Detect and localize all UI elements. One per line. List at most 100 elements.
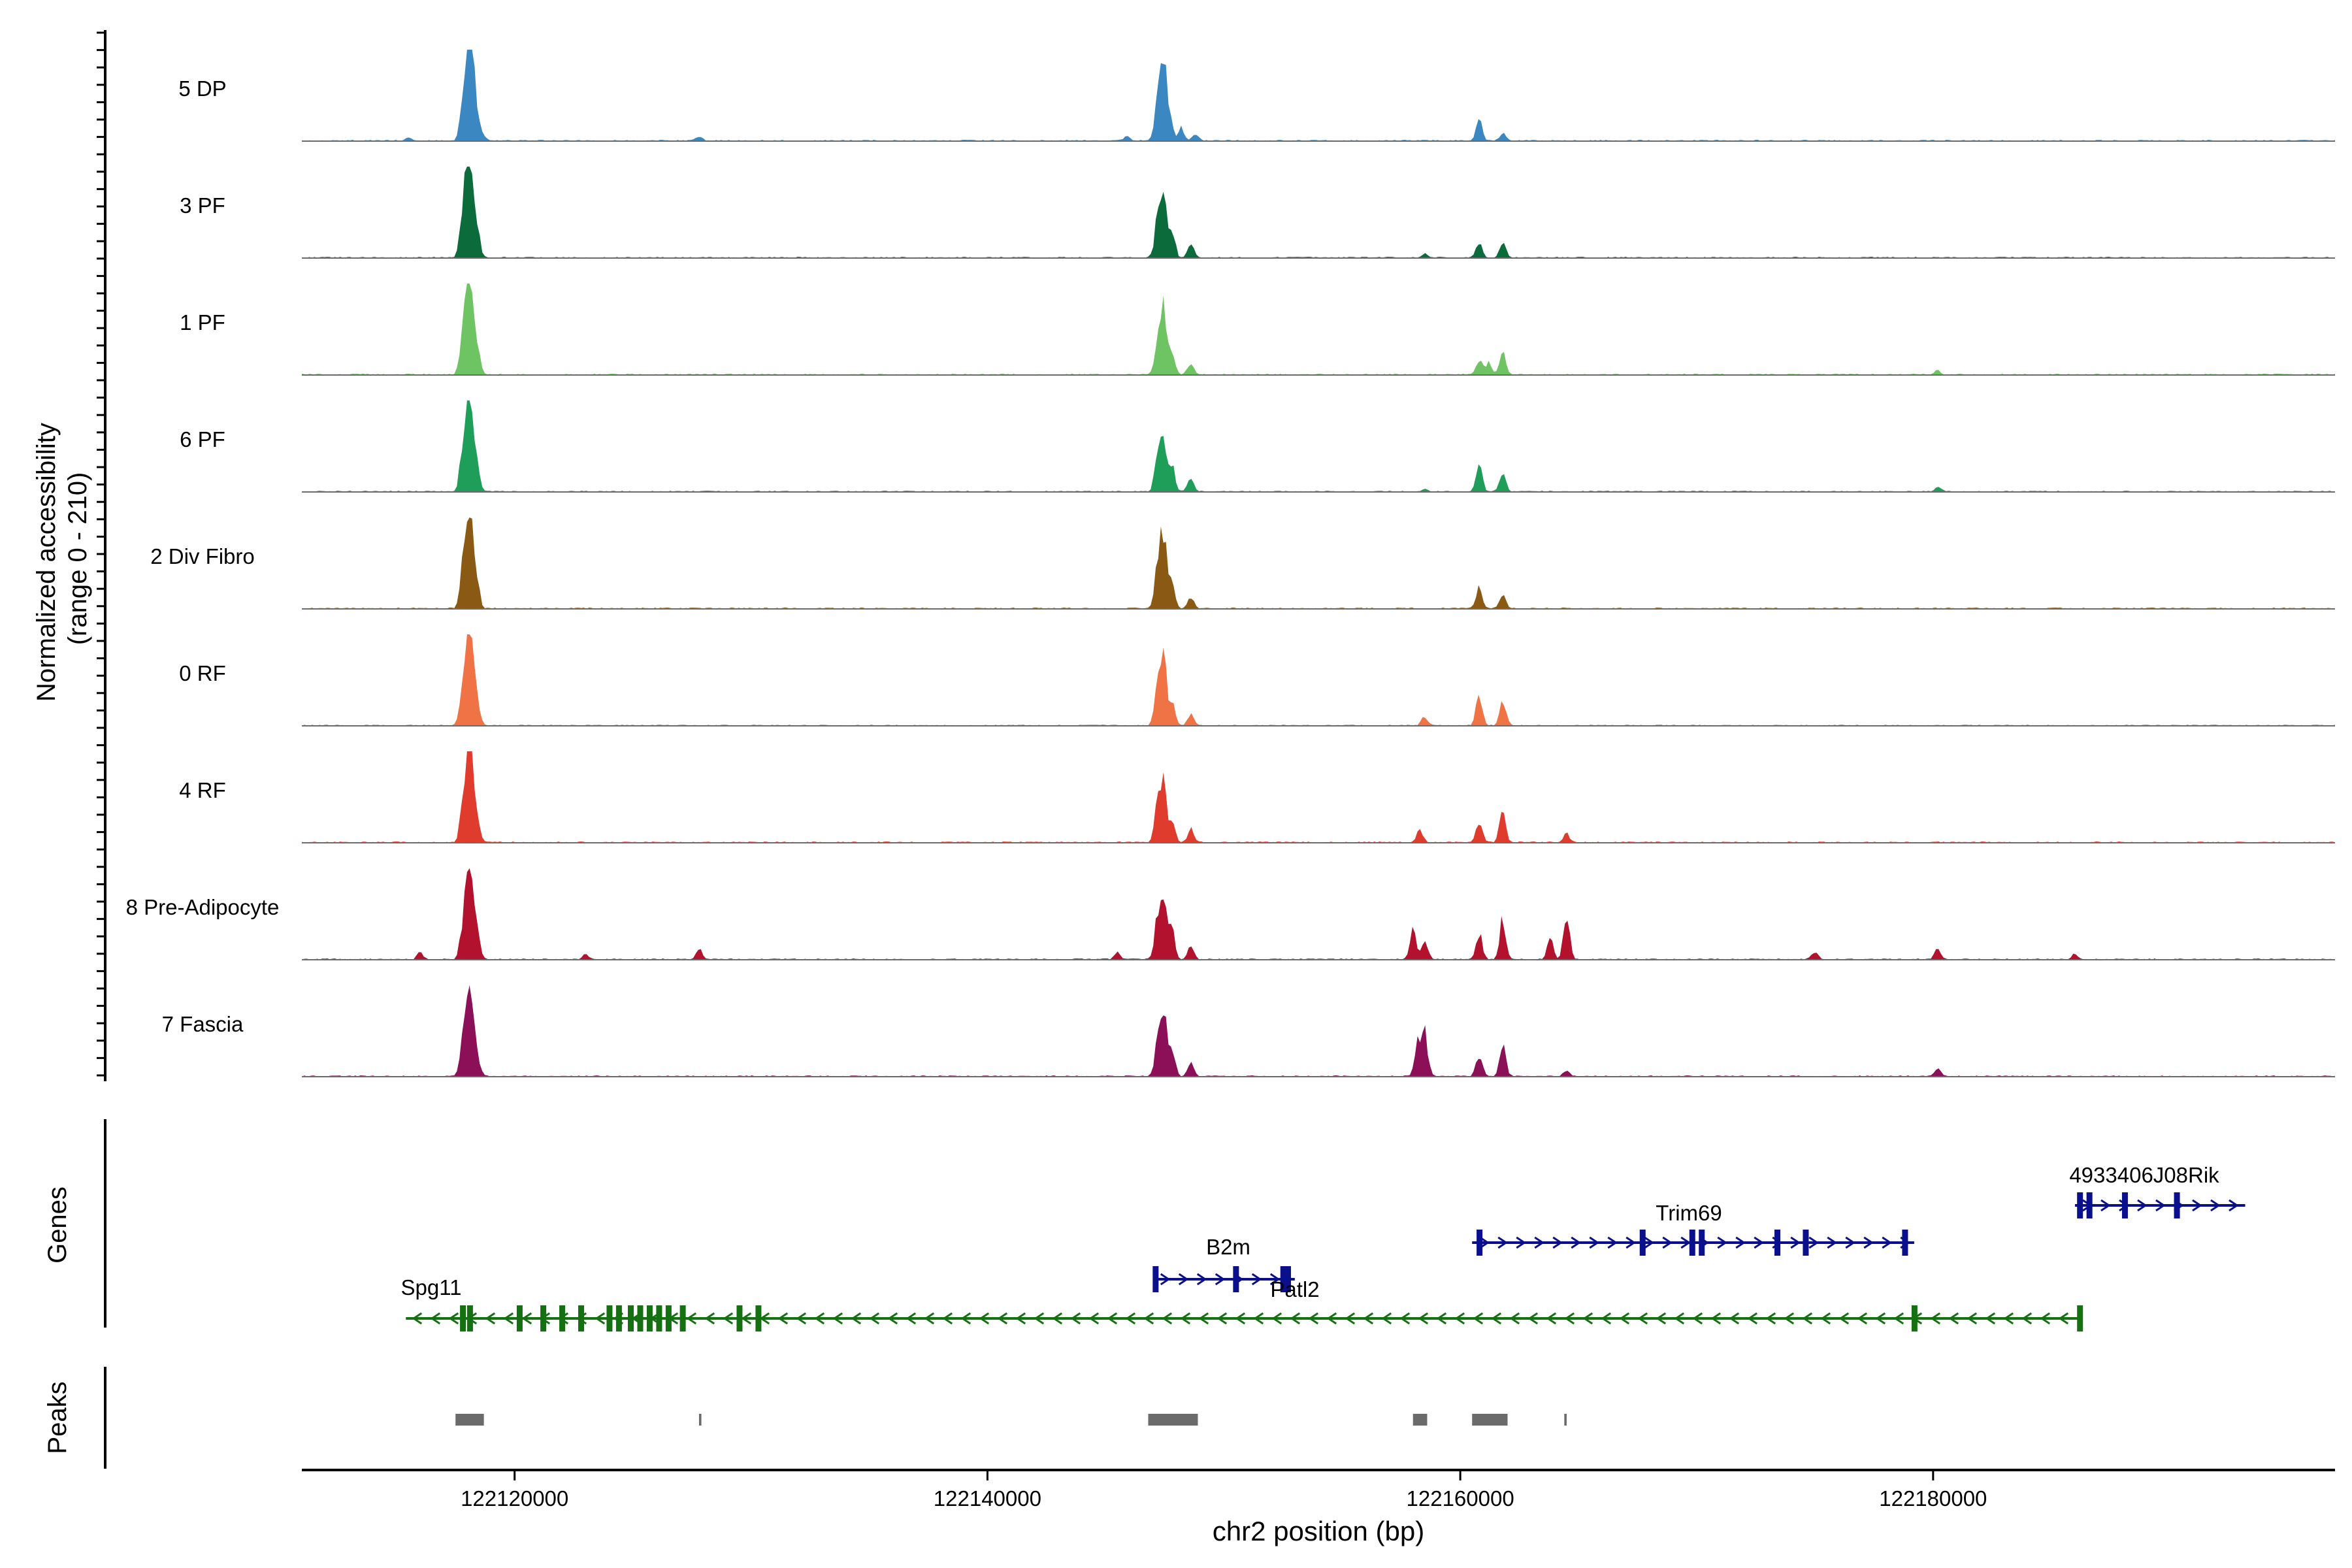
strand-chevron — [1571, 1236, 1581, 1249]
gene-label: Patl2 — [1270, 1277, 1319, 1301]
exon — [1639, 1230, 1646, 1256]
strand-chevron — [1160, 1273, 1171, 1286]
strand-chevron — [1857, 1312, 1868, 1325]
exon — [615, 1305, 622, 1331]
strand-chevron — [1875, 1312, 1886, 1325]
strand-chevron — [814, 1312, 825, 1325]
exon — [1152, 1266, 1159, 1292]
track-label: 3 PF — [180, 193, 225, 218]
strand-chevron — [1863, 1236, 1874, 1249]
strand-chevron — [1527, 1312, 1539, 1325]
exon — [1689, 1230, 1695, 1256]
track-0-rf: 0 RF — [179, 634, 2335, 727]
track-label: 5 DP — [178, 76, 226, 101]
strand-chevron — [1070, 1312, 1081, 1325]
exon — [466, 1305, 473, 1331]
peak-region — [1472, 1414, 1508, 1426]
strand-chevron — [686, 1312, 697, 1325]
strand-chevron — [1827, 1236, 1837, 1249]
strand-chevron — [1607, 1236, 1618, 1249]
strand-chevron — [1271, 1312, 1282, 1325]
strand-chevron — [1589, 1236, 1599, 1249]
strand-chevron — [1790, 1236, 1801, 1249]
track-label: 2 Div Fibro — [150, 544, 255, 568]
strand-chevron — [1601, 1312, 1612, 1325]
strand-chevron — [1967, 1312, 1978, 1325]
exon — [679, 1305, 686, 1331]
strand-chevron — [1644, 1236, 1654, 1249]
coverage-tracks: 5 DP 3 PF 1 PF 6 PF 2 Div Fibro 0 RF 4 RF 8 Pre… — [126, 50, 2335, 1077]
gene-label: 4933406J08Rik — [2069, 1163, 2219, 1187]
exon — [656, 1305, 662, 1331]
coverage-area — [302, 868, 2335, 960]
y-axis-ticks — [97, 31, 105, 1077]
gene-label: B2m — [1206, 1235, 1250, 1259]
exon — [516, 1305, 523, 1331]
strand-chevron — [1680, 1236, 1691, 1249]
exon — [1233, 1266, 1239, 1292]
exon — [736, 1305, 743, 1331]
strand-chevron — [2100, 1199, 2111, 1212]
strand-chevron — [1454, 1312, 1465, 1325]
strand-chevron — [1985, 1312, 1996, 1325]
strand-chevron — [1735, 1236, 1746, 1249]
exon — [559, 1305, 566, 1331]
strand-chevron — [1326, 1312, 1337, 1325]
strand-chevron — [1107, 1312, 1118, 1325]
strand-chevron — [1619, 1312, 1630, 1325]
strand-chevron — [1034, 1312, 1045, 1325]
x-axis-ticks: 122120000 122140000 122160000 122180000 — [461, 1470, 1987, 1511]
track-label: 1 PF — [180, 310, 225, 335]
strand-chevron — [1436, 1312, 1447, 1325]
coverage-area — [302, 284, 2335, 375]
strand-chevron — [521, 1312, 532, 1325]
exon — [2086, 1192, 2093, 1218]
strand-chevron — [1674, 1312, 1685, 1325]
strand-chevron — [997, 1312, 1008, 1325]
strand-chevron — [851, 1312, 862, 1325]
strand-chevron — [1088, 1312, 1100, 1325]
strand-chevron — [448, 1312, 459, 1325]
exon — [637, 1305, 644, 1331]
strand-chevron — [1143, 1312, 1154, 1325]
strand-chevron — [1345, 1312, 1356, 1325]
strand-chevron — [1808, 1236, 1819, 1249]
x-axis-title: chr2 position (bp) — [1213, 1516, 1425, 1546]
peak-region — [1148, 1414, 1198, 1426]
strand-chevron — [1838, 1312, 1850, 1325]
strand-chevron — [1381, 1312, 1392, 1325]
exon — [578, 1305, 584, 1331]
strand-chevron — [1198, 1312, 1209, 1325]
strand-chevron — [704, 1312, 715, 1325]
strand-chevron — [832, 1312, 843, 1325]
strand-chevron — [2155, 1199, 2166, 1212]
track-label: 4 RF — [179, 778, 226, 802]
coverage-area — [302, 517, 2335, 609]
strand-chevron — [1552, 1236, 1563, 1249]
strand-chevron — [1893, 1312, 1904, 1325]
x-tick-label: 122180000 — [1879, 1486, 1987, 1511]
strand-chevron — [2058, 1312, 2069, 1325]
strand-chevron — [503, 1312, 514, 1325]
strand-chevron — [887, 1312, 898, 1325]
strand-chevron — [1479, 1236, 1490, 1249]
exon — [460, 1305, 466, 1331]
strand-chevron — [1491, 1312, 1502, 1325]
coverage-area — [302, 400, 2335, 492]
strand-chevron — [1754, 1236, 1764, 1249]
strand-chevron — [869, 1312, 880, 1325]
strand-chevron — [1637, 1312, 1648, 1325]
exon — [540, 1305, 547, 1331]
y-axis-label: Normalized accessibility (range 0 - 210) — [32, 416, 92, 702]
strand-chevron — [1662, 1236, 1673, 1249]
strand-chevron — [1948, 1312, 1959, 1325]
coverage-area — [302, 167, 2335, 258]
strand-chevron — [1784, 1312, 1795, 1325]
exon — [1902, 1230, 1908, 1256]
peak-region — [1564, 1414, 1567, 1426]
exon — [755, 1305, 762, 1331]
strand-chevron — [1253, 1312, 1264, 1325]
exon — [2121, 1192, 2128, 1218]
strand-chevron — [777, 1312, 789, 1325]
